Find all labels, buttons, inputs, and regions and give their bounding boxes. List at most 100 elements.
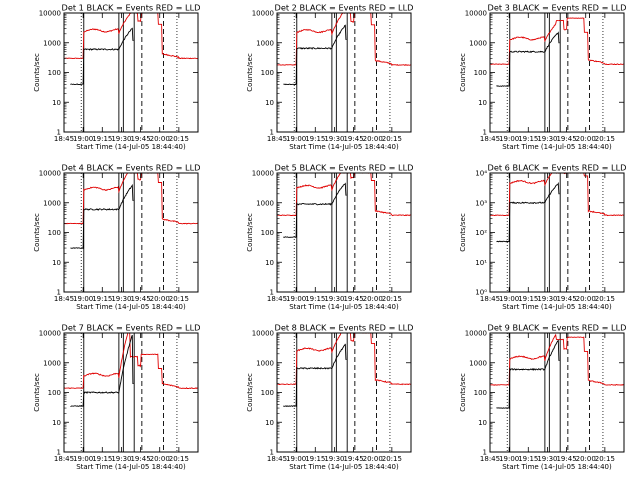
ytick-label: 100 [48,229,61,237]
xtick-label: 19:30 [324,295,344,303]
x-axis-label: Start Time (14-Jul-05 18:44:40) [76,463,186,471]
ytick-label: 100 [48,389,61,397]
y-axis-label: Counts/sec [246,53,254,92]
xtick-label: 19:00 [286,455,306,463]
ytick-label: 10² [475,229,487,237]
xtick-label: 19:00 [499,295,519,303]
ytick-label: 1000 [256,199,274,207]
ytick-label: 100 [261,229,274,237]
ytick-label: 100 [261,389,274,397]
xtick-label: 19:15 [92,295,112,303]
panel-det-2: 1 10 100 1000 10000 18:4519:0019:1519:3019:45… [246,3,413,152]
xtick-label: 19:15 [518,295,538,303]
ytick-label: 10000 [465,330,487,338]
xtick-label: 19:45 [556,295,576,303]
xtick-label: 20:00 [363,455,383,463]
xtick-label: 19:00 [73,295,93,303]
panel-title: Det 4 BLACK = Events RED = LLD [62,163,201,173]
xtick-label: 19:45 [556,135,576,143]
xtick-label: 19:30 [111,135,131,143]
panel-det-8: 1 10 100 1000 10000 18:4519:0019:1519:3019:45… [246,323,413,472]
xtick-label: 19:00 [286,295,306,303]
xtick-label: 19:45 [343,455,363,463]
panel-title: Det 9 BLACK = Events RED = LLD [488,323,627,333]
panel-title: Det 6 BLACK = Events RED = LLD [488,163,627,173]
xtick-label: 19:30 [111,295,131,303]
xtick-label: 19:30 [537,455,557,463]
xtick-label: 19:30 [324,455,344,463]
xtick-label: 18:45 [267,455,287,463]
ytick-label: 10 [265,419,274,427]
panel-title: Det 1 BLACK = Events RED = LLD [62,3,201,13]
series-events [283,24,347,86]
xtick-label: 19:45 [130,455,150,463]
ytick-label: 10⁰ [475,289,487,297]
series-events [283,182,347,238]
xtick-label: 19:45 [343,295,363,303]
x-axis-label: Start Time (14-Jul-05 18:44:40) [502,463,612,471]
y-axis-label: Counts/sec [459,213,467,252]
ytick-label: 10000 [252,10,274,18]
xtick-label: 20:15 [169,135,189,143]
ytick-label: 10 [52,99,61,107]
xtick-label: 20:00 [150,135,170,143]
xtick-label: 18:45 [480,455,500,463]
panel-title: Det 8 BLACK = Events RED = LLD [275,323,414,333]
panel-det-5: 1 10 100 1000 10000 18:4519:0019:1519:3019:45… [246,163,413,312]
series-events [70,183,134,249]
xtick-label: 20:00 [576,455,596,463]
ytick-label: 10 [52,259,61,267]
ytick-label: 10 [52,419,61,427]
ytick-label: 10000 [252,330,274,338]
x-axis-label: Start Time (14-Jul-05 18:44:40) [289,143,399,151]
ytick-label: 100 [474,69,487,77]
series-events [283,343,347,408]
ytick-label: 10000 [39,170,61,178]
ytick-label: 100 [474,389,487,397]
xtick-label: 19:15 [305,295,325,303]
xtick-label: 18:45 [54,295,74,303]
ytick-label: 1000 [43,39,61,47]
xtick-label: 20:00 [363,295,383,303]
panel-det-7: 1 10 100 1000 10000 18:4519:0019:1519:3019:45… [33,323,200,472]
ytick-label: 1 [57,289,61,297]
xtick-label: 20:15 [382,455,402,463]
xtick-label: 18:45 [480,135,500,143]
ytick-label: 100 [48,69,61,77]
ytick-label: 1 [483,129,487,137]
ytick-label: 1000 [469,39,487,47]
ytick-label: 1 [57,449,61,457]
ytick-label: 1 [270,449,274,457]
xtick-label: 19:15 [518,455,538,463]
y-axis-label: Counts/sec [33,373,41,412]
y-axis-label: Counts/sec [459,373,467,412]
ytick-label: 10000 [39,330,61,338]
ytick-label: 10000 [252,170,274,178]
xtick-label: 20:15 [595,295,615,303]
ytick-label: 1 [483,449,487,457]
ytick-label: 1 [270,129,274,137]
xtick-label: 20:15 [382,135,402,143]
xtick-label: 19:15 [305,455,325,463]
series-lld [489,333,625,386]
ytick-label: 10 [478,419,487,427]
xtick-label: 19:30 [537,135,557,143]
xtick-label: 20:15 [382,295,402,303]
y-axis-label: Counts/sec [246,373,254,412]
xtick-label: 20:15 [169,455,189,463]
panel-title: Det 2 BLACK = Events RED = LLD [275,3,414,13]
xtick-label: 20:00 [150,455,170,463]
y-axis-label: Counts/sec [246,213,254,252]
xtick-label: 19:00 [499,135,519,143]
series-events [496,31,560,87]
xtick-label: 19:30 [537,295,557,303]
xtick-label: 19:15 [92,455,112,463]
x-axis-label: Start Time (14-Jul-05 18:44:40) [289,303,399,311]
xtick-label: 20:15 [595,135,615,143]
series-events [70,334,134,407]
xtick-label: 19:15 [305,135,325,143]
y-axis-label: Counts/sec [33,213,41,252]
x-axis-label: Start Time (14-Jul-05 18:44:40) [289,463,399,471]
x-axis-label: Start Time (14-Jul-05 18:44:40) [76,303,186,311]
xtick-label: 19:00 [73,135,93,143]
